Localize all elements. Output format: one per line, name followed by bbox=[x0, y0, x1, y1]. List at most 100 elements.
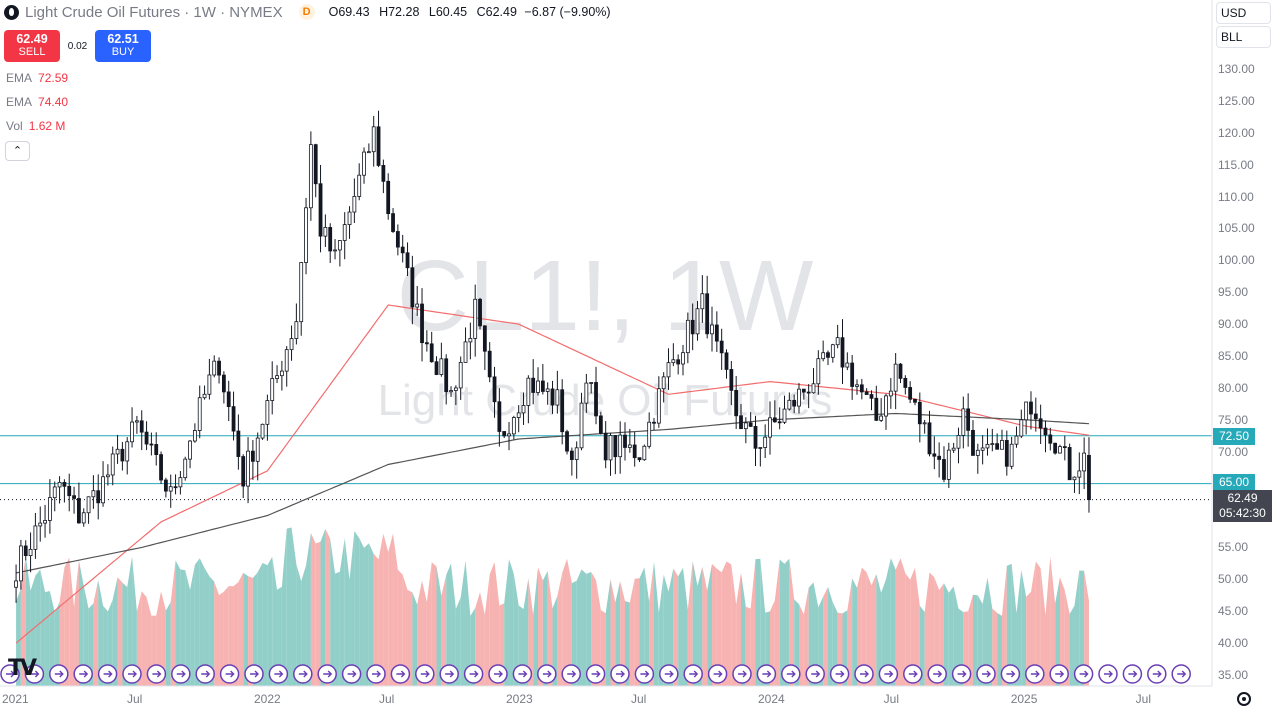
candle-body bbox=[908, 387, 913, 400]
candle-body bbox=[656, 388, 661, 424]
unit-selector[interactable]: BLL bbox=[1216, 26, 1271, 48]
y-tick-label: 75.00 bbox=[1218, 412, 1249, 427]
forward-arrow-event-icon bbox=[707, 664, 728, 684]
candle-body bbox=[410, 267, 415, 308]
forward-arrow-event-icon bbox=[73, 664, 93, 684]
candle-body bbox=[681, 352, 685, 365]
candle-body bbox=[1053, 442, 1058, 454]
buy-button[interactable]: 62.51 BUY bbox=[95, 30, 151, 62]
volume-segment bbox=[692, 560, 698, 686]
candle-body bbox=[714, 324, 719, 342]
collapse-indicators-button[interactable]: ⌃ bbox=[5, 141, 30, 161]
volume-segment bbox=[683, 567, 688, 686]
volume-segment bbox=[943, 583, 949, 686]
candle-body bbox=[874, 397, 879, 421]
volume-segment bbox=[784, 558, 790, 686]
forward-arrow-event-icon bbox=[756, 664, 777, 684]
last-price-value: 62.49 bbox=[1227, 491, 1258, 505]
volume-segment bbox=[397, 569, 403, 686]
volume-segment bbox=[895, 558, 901, 686]
forward-arrow-event-icon bbox=[390, 664, 411, 684]
candle-body bbox=[922, 422, 927, 425]
event-arrow bbox=[738, 670, 747, 678]
candle-body bbox=[584, 382, 589, 404]
volume-segment bbox=[726, 561, 732, 686]
candle-body bbox=[342, 224, 347, 241]
event-arrow bbox=[420, 670, 430, 678]
volume-segment bbox=[16, 588, 21, 686]
volume-segment bbox=[605, 579, 611, 686]
candle-body bbox=[478, 298, 482, 327]
candle-body bbox=[676, 359, 681, 365]
volume-segment bbox=[388, 533, 394, 686]
volume-segment bbox=[93, 579, 99, 686]
event-arrow bbox=[957, 670, 967, 678]
volume-segment bbox=[760, 558, 766, 686]
candle-body bbox=[888, 390, 893, 397]
volume-segment bbox=[146, 597, 152, 686]
symbol-legend[interactable]: Light Crude Oil Futures · 1W · NYMEX D O… bbox=[4, 3, 611, 21]
volume-segment bbox=[779, 559, 785, 686]
volume-segment bbox=[335, 571, 340, 686]
volume-segment bbox=[542, 570, 548, 686]
indicator-ema-1[interactable]: EMA 72.59 bbox=[6, 71, 68, 85]
volume-segment bbox=[610, 579, 616, 686]
candle-body bbox=[574, 447, 579, 460]
currency-selector[interactable]: USD bbox=[1216, 2, 1271, 24]
symbol-title[interactable]: Light Crude Oil Futures · 1W · NYMEX bbox=[25, 3, 283, 21]
volume-segment bbox=[1035, 561, 1041, 686]
volume-segment bbox=[856, 567, 862, 686]
candle-body bbox=[1004, 439, 1009, 467]
candle-body bbox=[980, 447, 985, 451]
volume-segment bbox=[35, 569, 41, 686]
candle-body bbox=[975, 449, 980, 456]
event-arrow bbox=[567, 670, 577, 678]
candle-body bbox=[690, 319, 695, 335]
volume-segment bbox=[262, 562, 268, 686]
volume-segment bbox=[755, 558, 761, 686]
candle-body bbox=[62, 482, 67, 487]
volume-segment bbox=[243, 572, 249, 686]
gear-icon[interactable] bbox=[1237, 692, 1251, 706]
y-tick-label: 45.00 bbox=[1218, 604, 1249, 619]
candle-body bbox=[48, 497, 52, 521]
candle-body bbox=[299, 262, 304, 323]
volume-segment bbox=[78, 560, 84, 686]
indicator-ema-2[interactable]: EMA 74.40 bbox=[6, 95, 68, 109]
indicator-volume[interactable]: Vol 1.62 M bbox=[6, 119, 65, 133]
volume-segment bbox=[475, 592, 481, 686]
forward-arrow-event-icon bbox=[1171, 664, 1191, 684]
tradingview-logo-icon[interactable]: TV bbox=[8, 656, 37, 681]
volume-segment bbox=[827, 587, 833, 686]
volume-segment bbox=[194, 558, 200, 686]
event-arrow bbox=[1104, 670, 1113, 678]
sell-button[interactable]: 62.49 SELL bbox=[4, 30, 60, 62]
volume-segment bbox=[615, 581, 621, 686]
candle-body bbox=[569, 450, 574, 460]
volume-segment bbox=[639, 567, 645, 686]
event-arrow bbox=[396, 670, 406, 678]
bar-countdown: 05:42:30 bbox=[1219, 506, 1266, 520]
candle-body bbox=[1077, 470, 1082, 478]
volume-segment bbox=[871, 573, 877, 686]
low-label: L bbox=[428, 5, 436, 19]
volume-segment bbox=[509, 559, 514, 686]
candle-body bbox=[43, 520, 47, 524]
candle-body bbox=[768, 417, 772, 438]
volume-segment bbox=[494, 562, 500, 686]
candle-body bbox=[473, 298, 478, 339]
candle-body bbox=[57, 482, 62, 488]
candle-body bbox=[217, 360, 221, 376]
volume-segment bbox=[586, 571, 592, 686]
delay-badge[interactable]: D bbox=[298, 4, 315, 20]
event-arrow bbox=[713, 670, 723, 678]
event-markers[interactable] bbox=[0, 664, 1191, 684]
candle-body bbox=[246, 450, 250, 487]
volume-segment bbox=[552, 596, 558, 686]
volume-segment bbox=[533, 567, 539, 686]
forward-arrow-event-icon bbox=[1025, 664, 1045, 684]
candle-body bbox=[294, 321, 299, 339]
event-arrow bbox=[1128, 670, 1138, 678]
indicator-name: EMA bbox=[6, 71, 33, 85]
